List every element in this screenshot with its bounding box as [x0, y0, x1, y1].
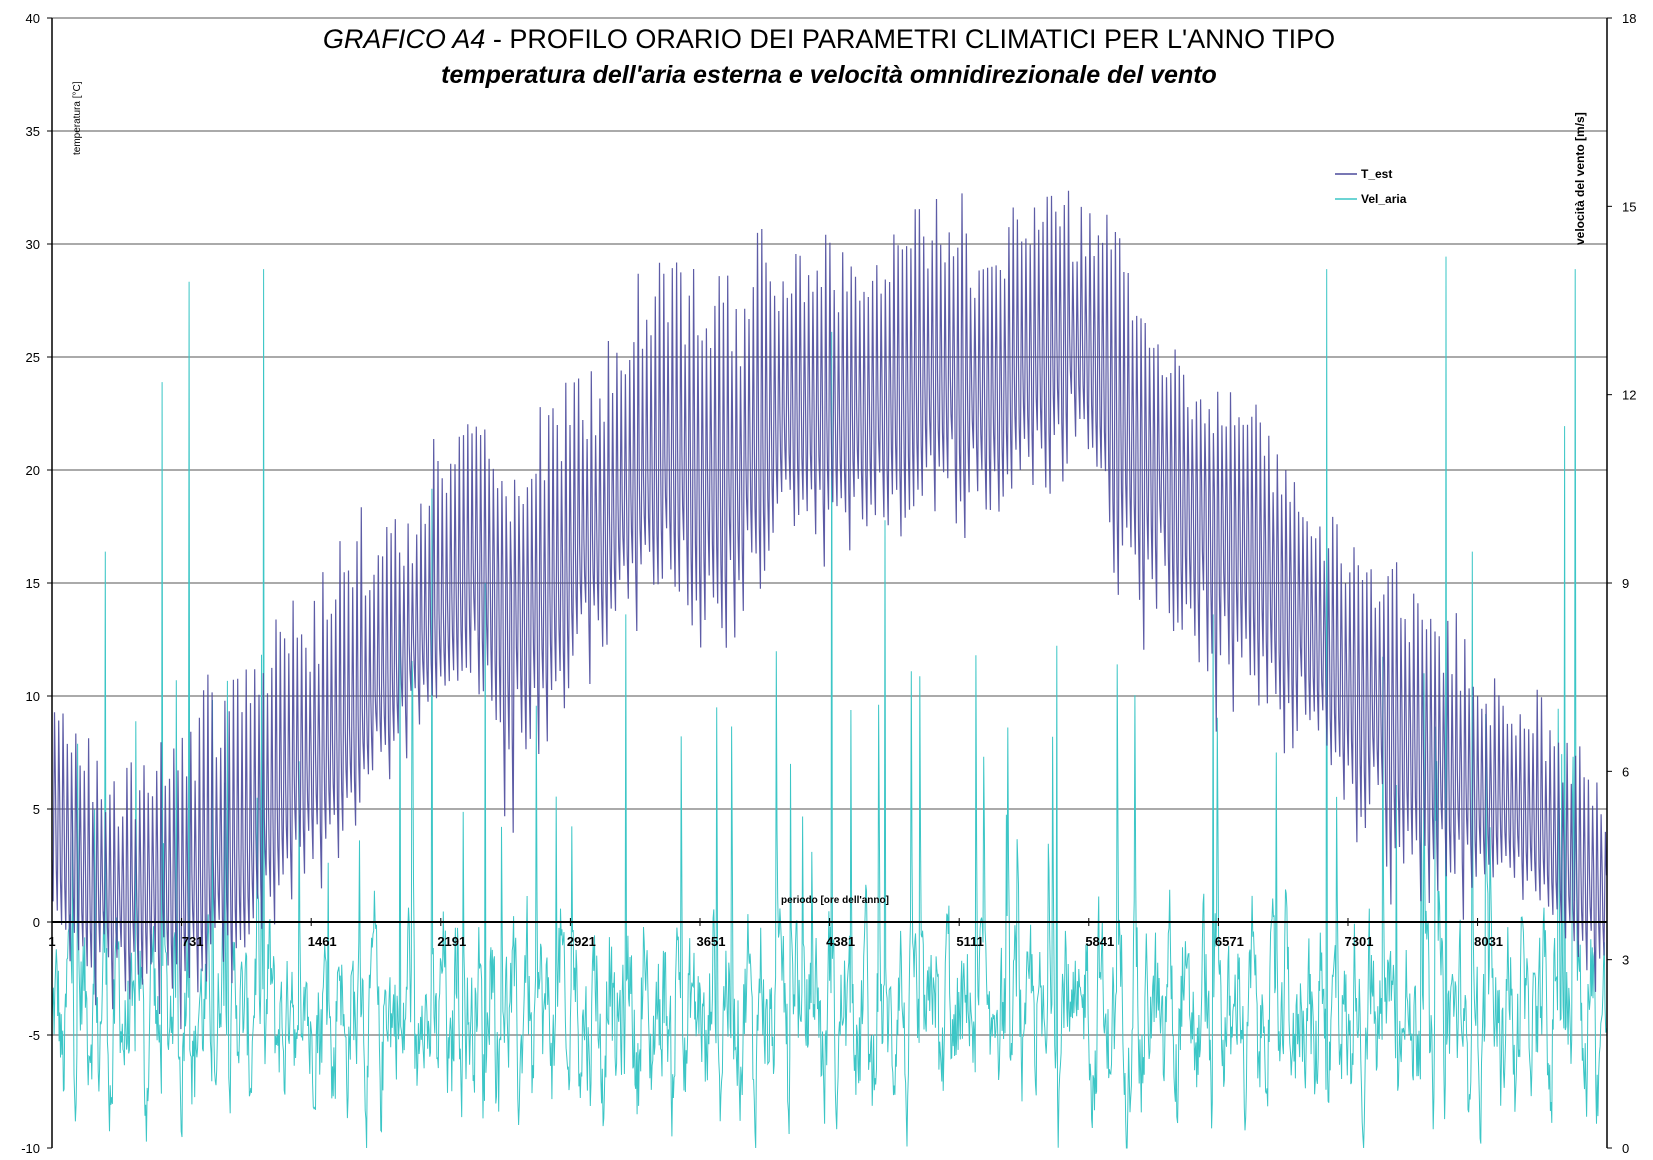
x-tick-label: 1461	[308, 934, 337, 949]
x-tick-label: 7301	[1345, 934, 1374, 949]
y-axis-right-label: velocità del vento [m/s]	[1573, 112, 1587, 245]
y-left-tick-label: -10	[21, 1141, 40, 1156]
x-tick-label: 2921	[567, 934, 596, 949]
y-left-tick-label: 35	[26, 124, 40, 139]
series-vel-aria	[51, 256, 1608, 1149]
line-t-est	[51, 190, 1608, 1030]
axes: -10 -5 0 5 10 15 20 25 30 35 40 0 3 6 9 12 15 18 1 731 1461 2…	[21, 11, 1636, 1156]
y-left-tick-label: 40	[26, 11, 40, 26]
x-tick-label: 6571	[1215, 934, 1244, 949]
y-left-tick-label: 10	[26, 689, 40, 704]
line-vel-aria	[51, 256, 1608, 1149]
y-right-tick-label: 3	[1622, 953, 1629, 968]
x-tick-label: 4381	[826, 934, 855, 949]
legend-label-vel-aria: Vel_aria	[1361, 192, 1407, 206]
legend: T_est Vel_aria	[1335, 167, 1407, 206]
x-tick-label: 8031	[1474, 934, 1503, 949]
y-right-tick-label: 6	[1622, 764, 1629, 779]
y-right-tick-label: 15	[1622, 199, 1636, 214]
chart-subtitle: temperatura dell'aria esterna e velocità…	[441, 61, 1217, 89]
x-tick-label: 3651	[697, 934, 726, 949]
x-tick-label: 1	[48, 934, 55, 949]
y-axis-left-label: temperatura [°C]	[72, 81, 83, 155]
x-tick-label: 5841	[1085, 934, 1114, 949]
legend-label-t-est: T_est	[1361, 167, 1392, 181]
y-right-tick-label: 12	[1622, 388, 1636, 403]
y-left-tick-label: 20	[26, 463, 40, 478]
y-left-tick-label: 25	[26, 350, 40, 365]
x-tick-label: 5111	[956, 934, 984, 949]
y-right-tick-label: 0	[1622, 1141, 1629, 1156]
y-left-tick-label: 0	[33, 915, 40, 930]
x-tick-label: 2191	[437, 934, 466, 949]
y-left-tick-label: 15	[26, 576, 40, 591]
y-left-tick-label: -5	[28, 1028, 40, 1043]
y-right-tick-label: 9	[1622, 576, 1629, 591]
series-t-est	[51, 190, 1608, 1030]
chart-title: GRAFICO A4 - PROFILO ORARIO DEI PARAMETR…	[323, 24, 1335, 54]
x-axis-label: periodo [ore dell'anno]	[781, 895, 889, 906]
y-right-tick-label: 18	[1622, 11, 1636, 26]
y-left-tick-label: 5	[33, 802, 40, 817]
y-left-tick-label: 30	[26, 237, 40, 252]
x-tick-label: 731	[182, 934, 204, 949]
